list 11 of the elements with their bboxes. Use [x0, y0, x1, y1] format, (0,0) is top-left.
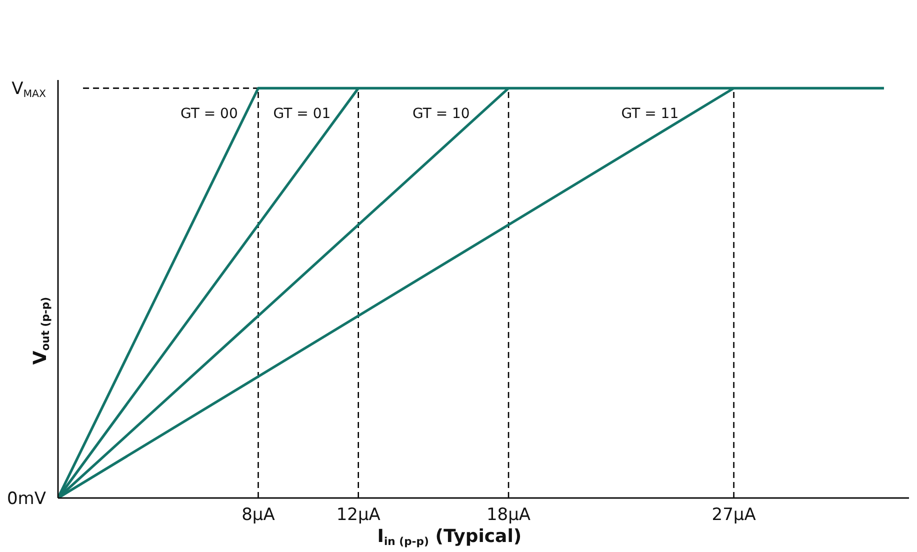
- x-axis-title: I$_{in (p-p)}$ (Typical): [377, 526, 522, 548]
- series-label: GT = 11: [621, 106, 679, 122]
- x-tick-label: 27µA: [712, 505, 756, 525]
- x-tick-label: 8µA: [242, 505, 276, 525]
- x-tick-label: 18µA: [486, 505, 531, 525]
- x-tick-label: 12µA: [336, 505, 381, 525]
- series-label: GT = 10: [412, 106, 470, 122]
- text: V$_{MAX}$: [12, 79, 46, 100]
- series-label: GT = 01: [273, 106, 331, 122]
- series-label: GT = 00: [180, 106, 238, 122]
- text: 0mV: [6, 489, 46, 509]
